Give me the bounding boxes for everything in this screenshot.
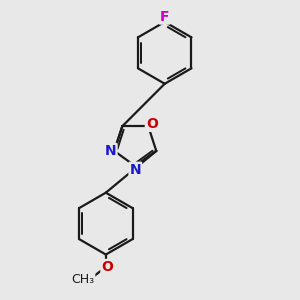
Text: CH₃: CH₃ — [72, 273, 95, 286]
Text: O: O — [146, 117, 158, 131]
Text: O: O — [101, 260, 113, 274]
Text: N: N — [130, 163, 141, 177]
Text: N: N — [105, 144, 117, 158]
Text: F: F — [160, 10, 169, 24]
